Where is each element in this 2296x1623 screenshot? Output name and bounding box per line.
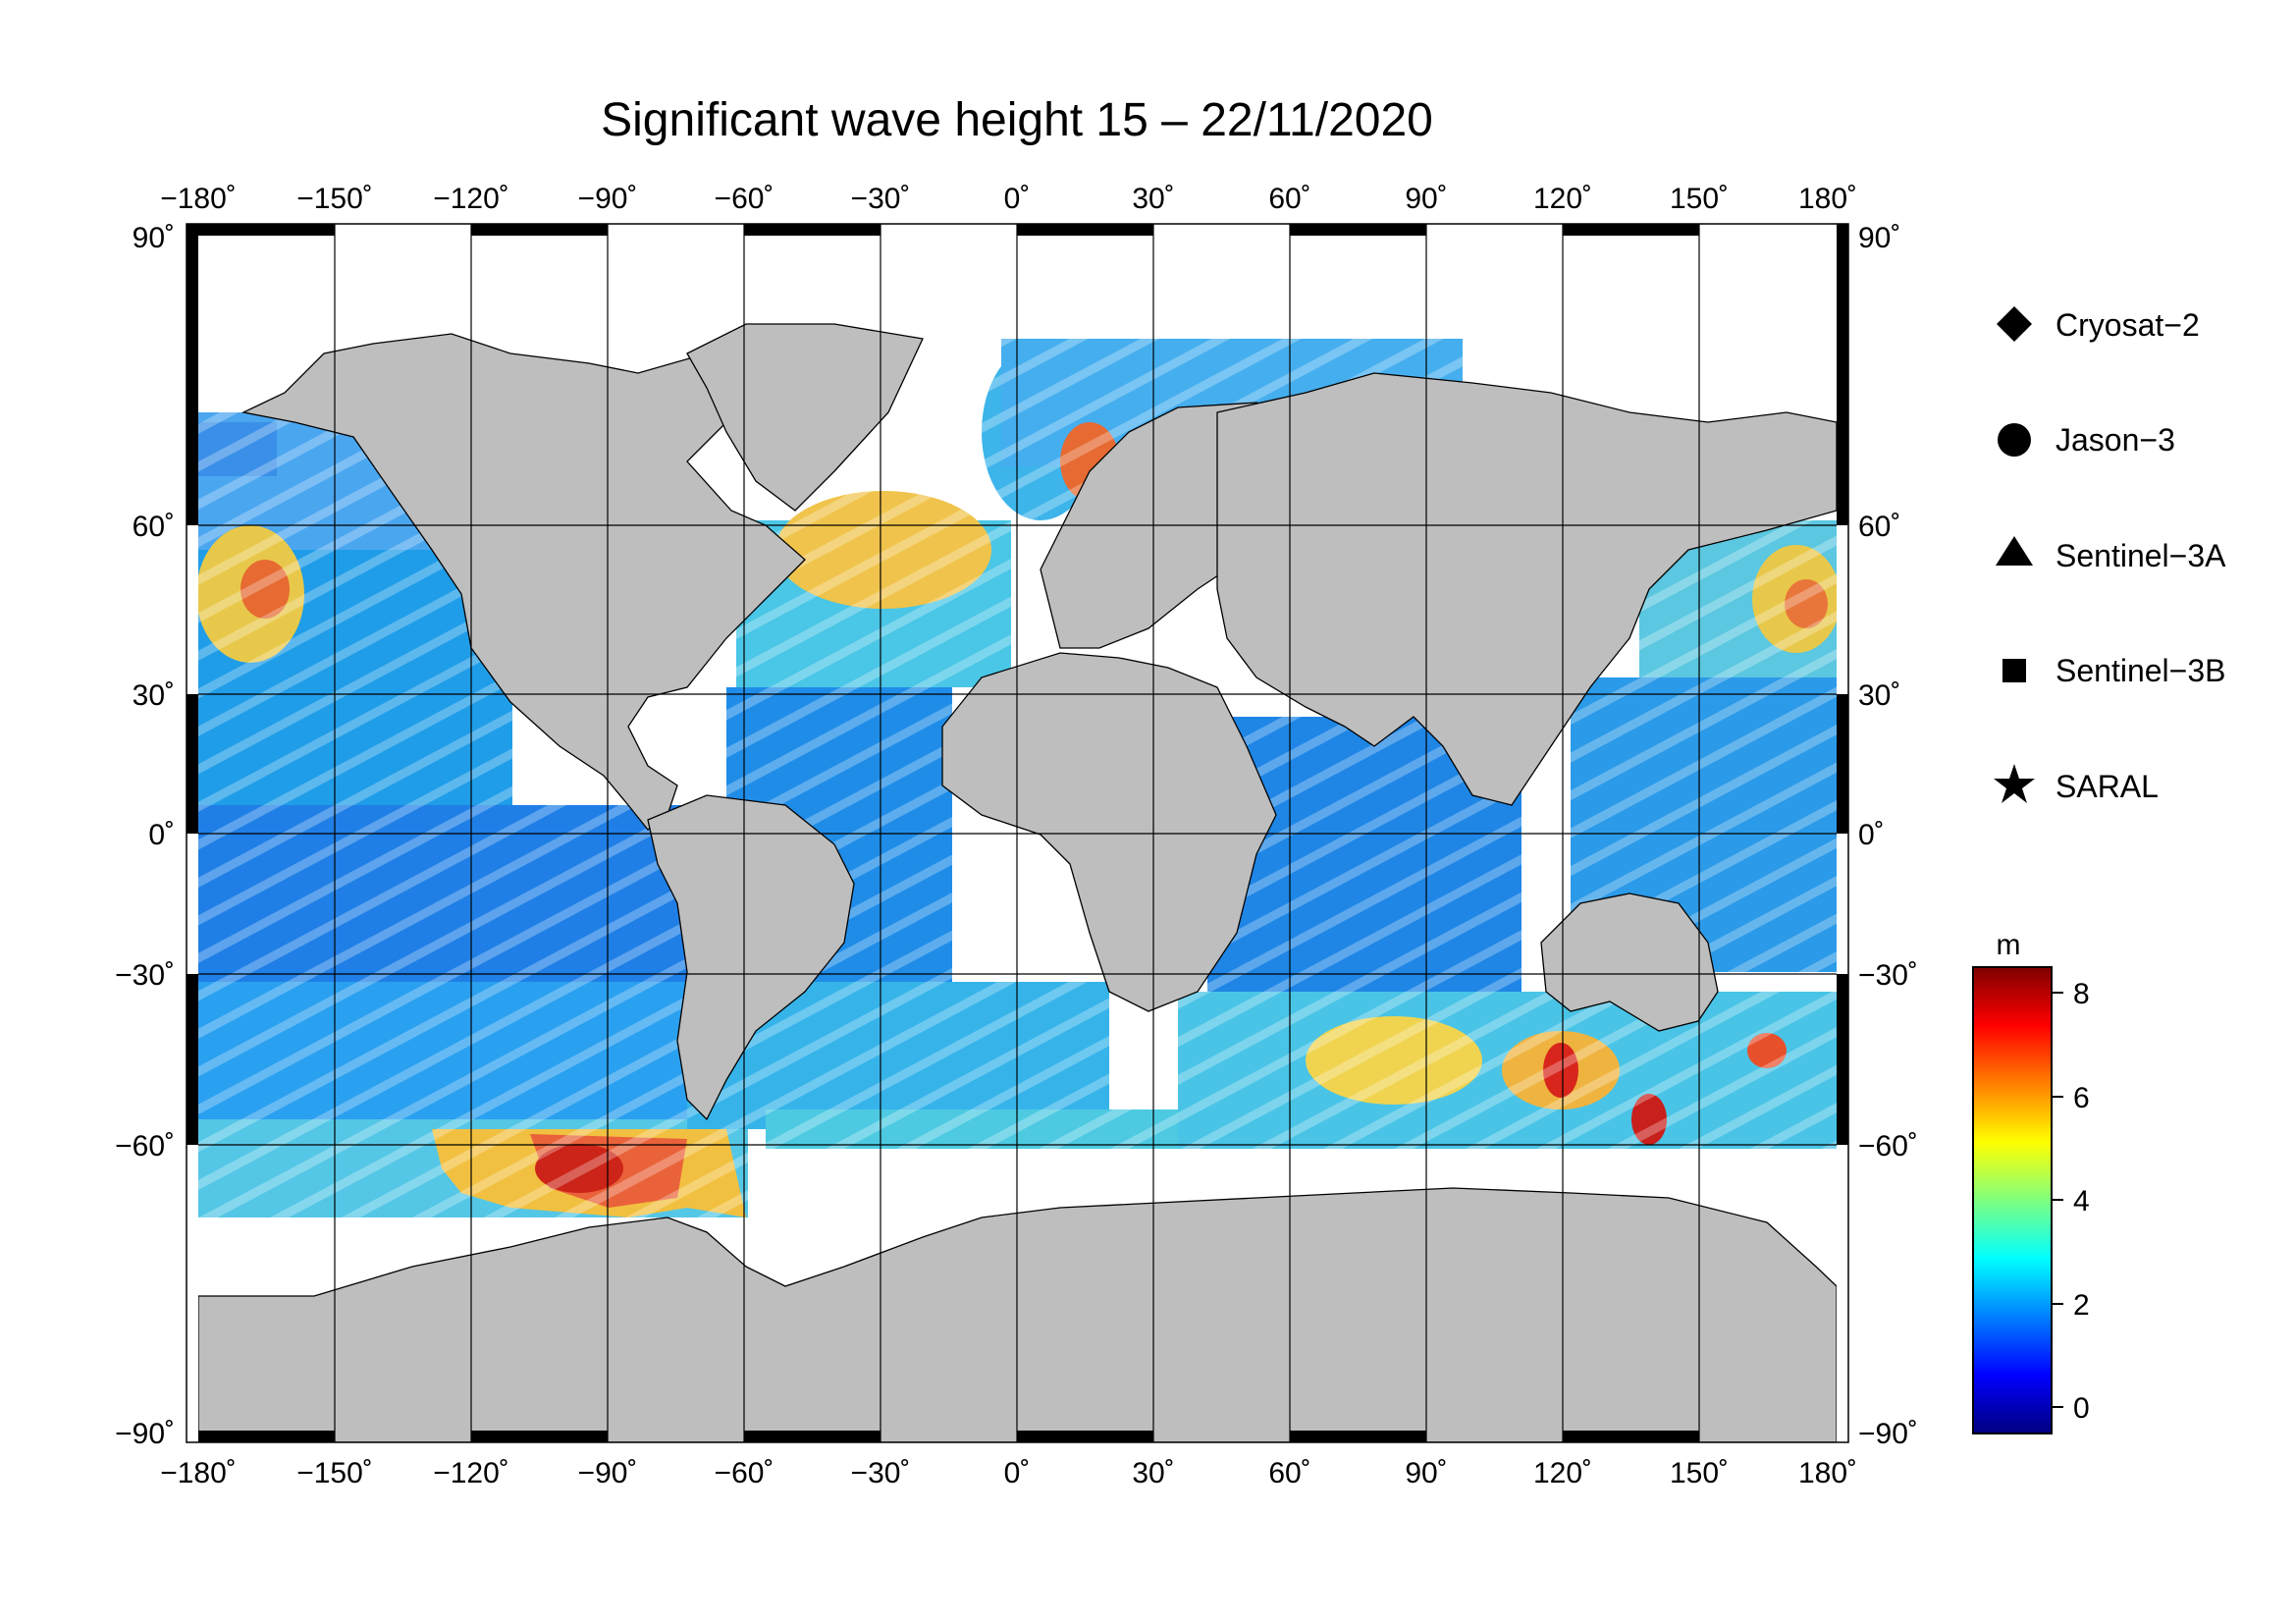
graticule [198,224,1837,1442]
left-lat-labels: 90˚ 60˚ 30˚ 0˚ −30˚ −60˚ −90˚ [115,222,175,1450]
lon-tick-label: −150˚ [296,1457,373,1489]
star-icon [1994,764,2035,803]
lon-tick-label: 0˚ [1004,1457,1031,1489]
map-area [186,223,1849,1443]
lon-tick-label: −60˚ [715,183,774,215]
lon-tick-label: 90˚ [1405,1457,1447,1489]
lon-tick-label: 30˚ [1132,183,1174,215]
lat-tick-label: 60˚ [133,511,175,543]
lon-tick-label: 120˚ [1533,1457,1592,1489]
lon-tick-label: 60˚ [1268,1457,1310,1489]
lat-tick-label: 30˚ [1858,679,1900,712]
lon-tick-label: −180˚ [160,1457,237,1489]
right-lat-labels: 90˚ 60˚ 30˚ 0˚ −30˚ −60˚ −90˚ [1858,222,1918,1450]
lat-tick-label: 0˚ [148,819,175,851]
lon-tick-label: 180˚ [1798,1457,1857,1489]
colorbar-tick-label: 8 [2073,978,2090,1010]
lon-tick-label: 60˚ [1268,183,1310,215]
lat-tick-label: −90˚ [115,1418,175,1450]
lon-tick-label: 120˚ [1533,183,1592,215]
legend-label: Jason−3 [2056,422,2175,458]
legend-label: Cryosat−2 [2056,307,2200,343]
lon-tick-label: −90˚ [578,183,638,215]
lon-tick-label: 30˚ [1132,1457,1174,1489]
lat-tick-label: −60˚ [1858,1130,1918,1163]
diamond-icon [1997,306,2032,342]
colorbar-tick-label: 4 [2073,1185,2090,1217]
lat-tick-label: −90˚ [1858,1418,1918,1450]
colorbar-gradient [1972,966,2053,1434]
lat-tick-label: 30˚ [133,679,175,712]
lon-tick-label: −120˚ [433,183,509,215]
colorbar-tick-label: 0 [2073,1392,2090,1425]
legend-entry-saral: SARAL [1994,764,2159,804]
map-frame [186,223,1849,1443]
lon-tick-label: 0˚ [1004,183,1031,215]
lon-tick-label: 150˚ [1670,1457,1729,1489]
chart-title: Significant wave height 15 – 22/11/2020 [601,94,1433,146]
colorbar-tick-label: 2 [2073,1289,2090,1322]
lat-tick-label: −60˚ [115,1130,175,1163]
legend-label: SARAL [2056,769,2159,804]
legend-label: Sentinel−3B [2056,653,2225,688]
colorbar-tick-label: 6 [2073,1082,2090,1114]
lon-tick-label: −150˚ [296,183,373,215]
north-america-land [240,333,836,831]
lat-tick-label: −30˚ [1858,959,1918,992]
legend-label: Sentinel−3A [2056,538,2226,573]
triangle-icon [1996,536,2033,566]
lon-tick-label: 150˚ [1670,183,1729,215]
asia-land [1216,372,1837,806]
lat-tick-label: −30˚ [115,959,175,992]
circle-icon [1998,423,2031,457]
australia-land [1540,893,1719,1032]
lon-tick-label: −90˚ [578,1457,638,1489]
lon-tick-label: −30˚ [851,183,911,215]
bottom-lon-labels: −180˚ −150˚ −120˚ −90˚ −60˚ −30˚ 0˚ 30˚ … [160,1457,1857,1489]
greenland-land [686,323,924,512]
south-america-land [647,794,855,1121]
lat-tick-label: 60˚ [1858,511,1900,543]
lon-tick-label: −30˚ [851,1457,911,1489]
lon-tick-label: −180˚ [160,183,237,215]
lon-tick-label: −60˚ [715,1457,774,1489]
legend-entry-cryosat-2: Cryosat−2 [1997,306,2200,343]
legend-entry-sentinel-3a: Sentinel−3A [1996,536,2226,573]
top-lon-labels: −180˚ −150˚ −120˚ −90˚ −60˚ −30˚ 0˚ 30˚ … [160,183,1857,215]
colorbar-unit: m [1997,929,2021,961]
lon-tick-label: −120˚ [433,1457,509,1489]
lat-tick-label: 0˚ [1858,819,1885,851]
lat-tick-label: 90˚ [133,222,175,254]
square-icon [2002,659,2026,682]
colorbar: m 0 2 4 6 8 [1972,929,2090,1434]
lat-tick-label: 90˚ [1858,222,1900,254]
legend-entry-sentinel-3b: Sentinel−3B [2002,653,2225,688]
africa-land [941,652,1277,1012]
satellite-legend: Cryosat−2 Jason−3 Sentinel−3A Sentinel−3… [1994,306,2226,804]
lon-tick-label: 180˚ [1798,183,1857,215]
lon-tick-label: 90˚ [1405,183,1447,215]
legend-entry-jason-3: Jason−3 [1998,422,2175,458]
